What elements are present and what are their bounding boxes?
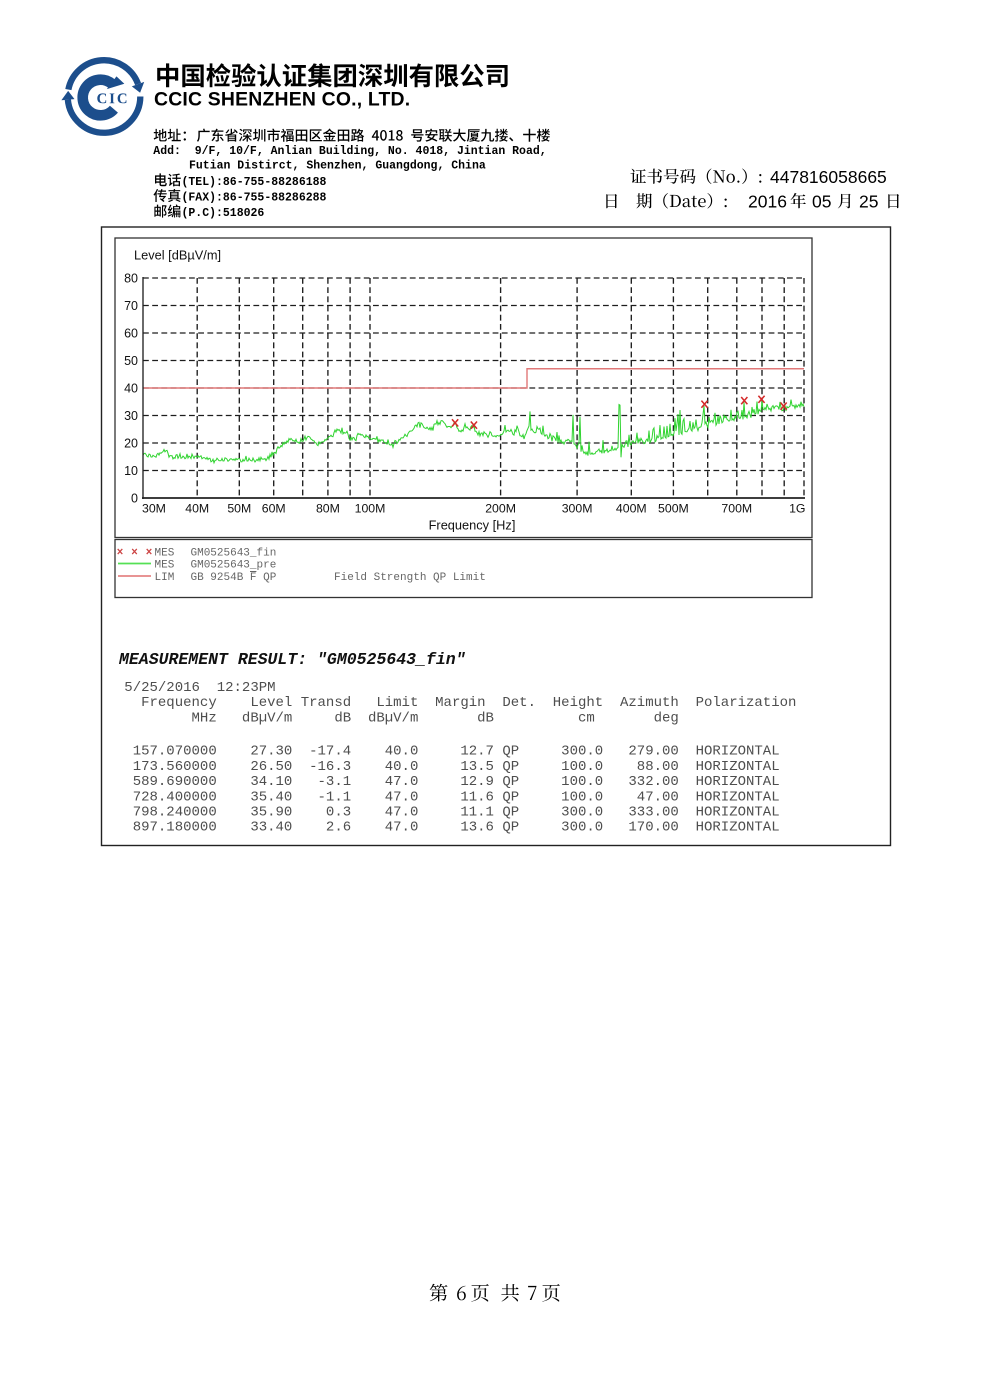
svg-text:Frequency Level Transd Li: Frequency Level Transd Limit Margin Det.… xyxy=(108,695,797,711)
svg-text:100M: 100M xyxy=(355,502,386,516)
svg-text:60M: 60M xyxy=(262,502,286,516)
svg-text:MHz dBµV/m dB dBµV/m: MHz dBµV/m dB dBµV/m dB cm deg xyxy=(108,710,679,726)
svg-text:(TEL):86-755-88286188: (TEL):86-755-88286188 xyxy=(182,176,327,189)
svg-text:05: 05 xyxy=(812,192,831,212)
svg-text:447816058665: 447816058665 xyxy=(770,167,887,187)
svg-text:300M: 300M xyxy=(562,502,593,516)
svg-text:50M: 50M xyxy=(227,502,251,516)
svg-text:400M: 400M xyxy=(616,502,647,516)
svg-text:20: 20 xyxy=(124,436,138,450)
svg-text:LIM: LIM xyxy=(155,572,175,584)
svg-text:CCIC SHENZHEN CO., LTD.: CCIC SHENZHEN CO., LTD. xyxy=(154,89,410,111)
svg-text:5/25/2016 12:23PM: 5/25/2016 12:23PM xyxy=(108,680,276,696)
svg-text:(FAX):86-755-88286288: (FAX):86-755-88286288 xyxy=(182,192,327,205)
svg-text:1G: 1G xyxy=(789,502,805,516)
svg-text:50: 50 xyxy=(124,354,138,368)
svg-text:173.560000 26.50 -16.3: 173.560000 26.50 -16.3 40.0 13.5 QP 100.… xyxy=(108,759,780,775)
svg-text:Level [dBµV/m]: Level [dBµV/m] xyxy=(134,248,221,263)
svg-text:200M: 200M xyxy=(485,502,516,516)
svg-text:GM0525643_pre: GM0525643_pre xyxy=(191,560,277,572)
svg-text:(P.C):518026: (P.C):518026 xyxy=(182,207,265,220)
svg-text:40: 40 xyxy=(124,381,138,395)
svg-text:MES: MES xyxy=(155,560,175,572)
svg-text:700M: 700M xyxy=(721,502,752,516)
svg-text:0: 0 xyxy=(131,491,138,505)
svg-text:30: 30 xyxy=(124,409,138,423)
svg-text:10: 10 xyxy=(124,464,138,478)
svg-text:30M: 30M xyxy=(142,502,166,516)
svg-text:40M: 40M xyxy=(185,502,209,516)
svg-text:157.070000 27.30 -17.4: 157.070000 27.30 -17.4 40.0 12.7 QP 300.… xyxy=(108,744,780,760)
svg-text:Field Strength QP Limit: Field Strength QP Limit xyxy=(334,572,486,584)
svg-text:MES: MES xyxy=(155,548,175,560)
svg-text:25: 25 xyxy=(859,192,878,212)
svg-text:Futian Distirct, Shenzhen, Gua: Futian Distirct, Shenzhen, Guangdong, Ch… xyxy=(189,160,486,173)
svg-text:GM0525643_fin: GM0525643_fin xyxy=(191,548,277,560)
svg-text:GB 9254B F QP: GB 9254B F QP xyxy=(191,572,277,584)
svg-text:80: 80 xyxy=(124,271,138,285)
svg-text:MEASUREMENT RESULT: "GM0525643: MEASUREMENT RESULT: "GM0525643_fin" xyxy=(118,650,466,669)
svg-text:2016: 2016 xyxy=(748,192,787,212)
svg-text:60: 60 xyxy=(124,326,138,340)
svg-text:798.240000 35.90 0.3: 798.240000 35.90 0.3 47.0 11.1 QP 300.0 … xyxy=(108,805,780,821)
svg-text:589.690000 34.10 -3.1: 589.690000 34.10 -3.1 47.0 12.9 QP 100.0… xyxy=(108,774,780,790)
svg-text:Frequency [Hz]: Frequency [Hz] xyxy=(429,518,516,533)
svg-text:500M: 500M xyxy=(658,502,689,516)
svg-text:80M: 80M xyxy=(316,502,340,516)
svg-text:728.400000 35.40 -1.1: 728.400000 35.40 -1.1 47.0 11.6 QP 100.0… xyxy=(108,789,780,805)
svg-text:897.180000 33.40 2.6: 897.180000 33.40 2.6 47.0 13.6 QP 300.0 … xyxy=(108,820,780,836)
svg-text:70: 70 xyxy=(124,299,138,313)
svg-text:Add: 9/F, 10/F, Anlian Buildi: Add: 9/F, 10/F, Anlian Building, No. 401… xyxy=(153,145,546,158)
